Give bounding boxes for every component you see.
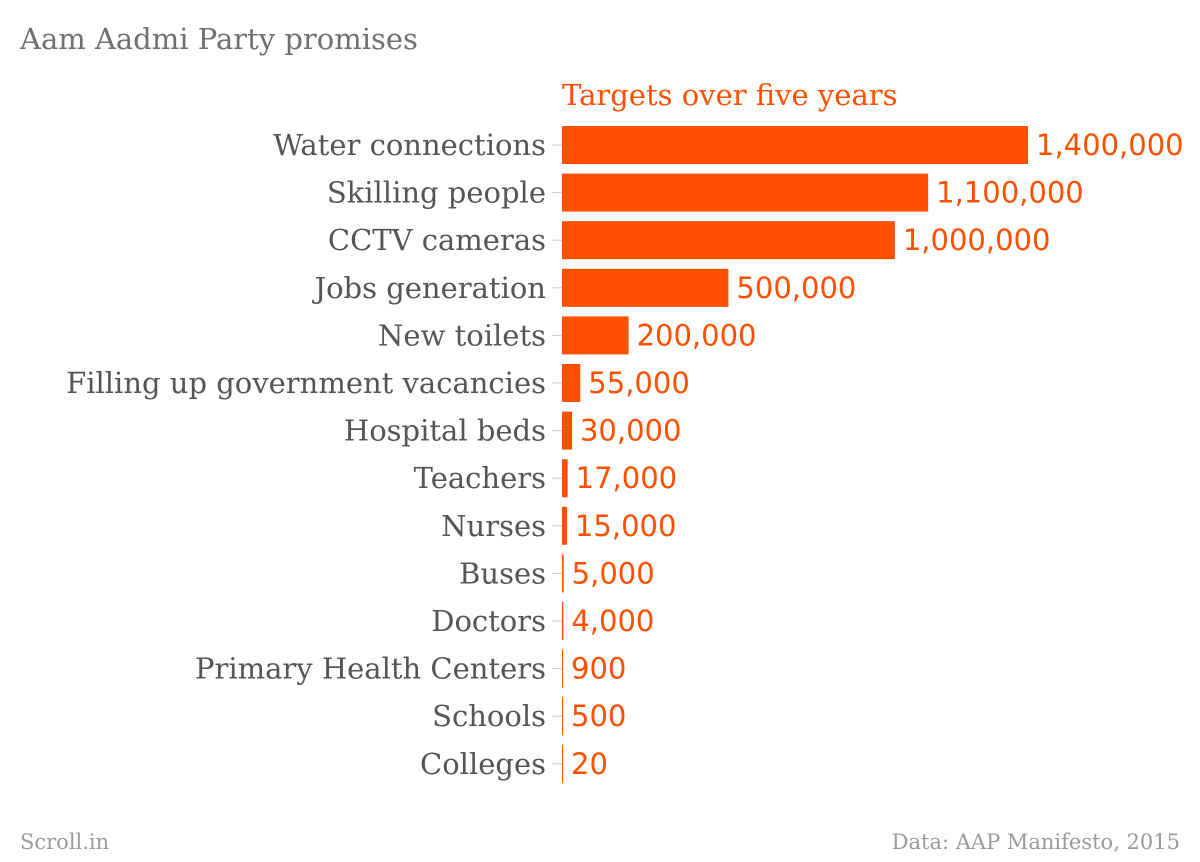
category-label: Skilling people <box>327 176 546 210</box>
bar-row: Filling up government vacancies 55,000 <box>66 364 690 402</box>
bar <box>562 173 929 212</box>
category-label: CCTV cameras <box>328 223 546 257</box>
bar <box>562 316 629 355</box>
bar-row: Skilling people 1,100,000 <box>327 173 1084 212</box>
bar <box>562 602 564 640</box>
bar <box>562 268 729 307</box>
bar <box>562 221 895 260</box>
bar-row: Schools 500 <box>432 697 626 736</box>
bar-row: Water connections 1,400,000 <box>273 126 1184 164</box>
category-label: Primary Health Centers <box>195 652 546 686</box>
category-label: Buses <box>459 556 546 590</box>
data-source: Data: AAP Manifesto, 2015 <box>891 830 1180 854</box>
bar-row: Primary Health Centers 900 <box>195 649 626 688</box>
category-label: Doctors <box>431 604 546 638</box>
value-label: 900 <box>571 652 626 686</box>
category-label: Teachers <box>414 461 546 495</box>
bar <box>562 411 572 450</box>
category-label: Jobs generation <box>311 271 546 305</box>
value-label: 200,000 <box>637 318 757 352</box>
category-label: Colleges <box>420 747 546 781</box>
value-label: 20 <box>571 747 608 781</box>
value-label: 1,100,000 <box>936 176 1084 210</box>
bar <box>562 126 1028 164</box>
bar-row: Doctors 4,000 <box>431 602 654 640</box>
category-label: Hospital beds <box>344 414 546 448</box>
value-label: 17,000 <box>576 461 677 495</box>
category-label: Nurses <box>441 509 546 543</box>
bar <box>562 364 581 402</box>
category-label: Filling up government vacancies <box>66 366 546 400</box>
value-label: 55,000 <box>588 366 689 400</box>
bar-row: CCTV cameras 1,000,000 <box>328 221 1051 260</box>
value-label: 4,000 <box>571 604 654 638</box>
value-label: 1,400,000 <box>1036 128 1184 162</box>
category-label: New toilets <box>378 318 546 352</box>
bar-row: Teachers 17,000 <box>414 459 677 498</box>
bar <box>562 459 568 498</box>
value-label: 1,000,000 <box>903 223 1051 257</box>
bar-row: New toilets 200,000 <box>378 316 757 355</box>
brand-credit: Scroll.in <box>20 830 110 854</box>
bar-row: Colleges 20 <box>420 744 608 783</box>
bar-row: Jobs generation 500,000 <box>311 268 856 307</box>
category-label: Schools <box>432 699 546 733</box>
series-legend-label: Targets over five years <box>562 78 898 112</box>
value-label: 15,000 <box>575 509 676 543</box>
bar <box>562 744 563 783</box>
value-label: 5,000 <box>572 556 655 590</box>
bar <box>562 649 563 688</box>
bar <box>562 554 564 593</box>
bar <box>562 506 567 545</box>
bar <box>562 697 563 736</box>
bar-row: Buses 5,000 <box>459 554 655 593</box>
bar-row: Nurses 15,000 <box>441 506 676 545</box>
value-label: 500 <box>571 699 626 733</box>
category-label: Water connections <box>273 128 546 162</box>
chart-title: Aam Aadmi Party promises <box>20 22 418 56</box>
bar-row: Hospital beds 30,000 <box>344 411 681 450</box>
value-label: 30,000 <box>580 414 681 448</box>
value-label: 500,000 <box>736 271 856 305</box>
